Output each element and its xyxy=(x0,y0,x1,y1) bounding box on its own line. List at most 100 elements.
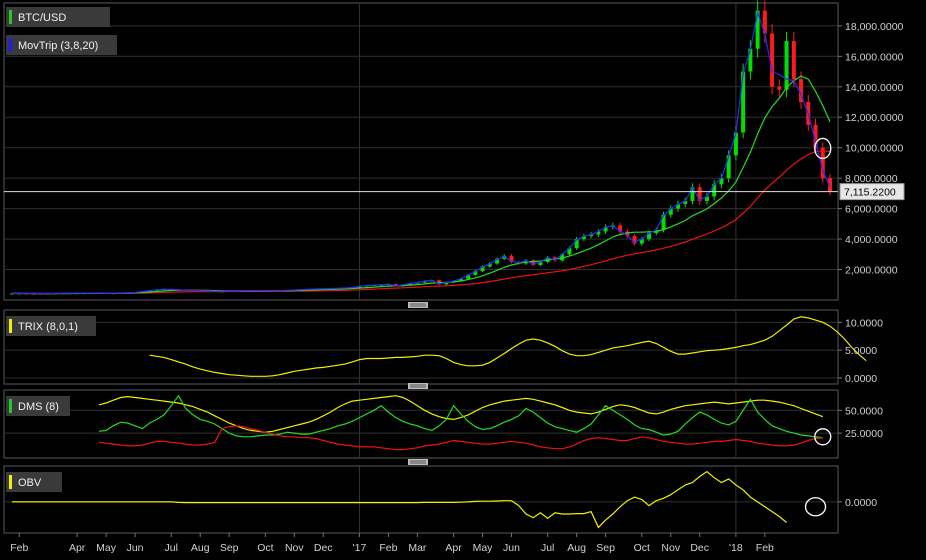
dms-line-2 xyxy=(98,394,823,439)
x-tick-label: Feb xyxy=(379,542,397,554)
candle xyxy=(618,225,623,232)
x-tick-label: Aug xyxy=(567,542,586,554)
price-marker-circle xyxy=(814,137,832,160)
candle xyxy=(712,184,717,197)
x-tick-label: Feb xyxy=(756,542,774,554)
candle xyxy=(748,48,753,72)
candle xyxy=(755,10,760,49)
x-tick-label: Jun xyxy=(503,542,520,554)
candle xyxy=(473,271,478,275)
candle xyxy=(596,231,601,235)
legend-btcusd-swatch xyxy=(9,10,12,24)
candle xyxy=(647,232,652,240)
candle xyxy=(799,79,804,102)
legend-obv-box[interactable] xyxy=(6,472,62,492)
x-tick-label: Oct xyxy=(257,542,273,554)
candle xyxy=(458,278,463,281)
candle xyxy=(480,266,485,272)
legend-btcusd-text: BTC/USD xyxy=(18,12,66,24)
candle xyxy=(560,254,565,261)
obv-marker-circle xyxy=(804,497,827,517)
dms-tick-label: 50.0000 xyxy=(845,405,883,417)
dms-line-1 xyxy=(98,395,824,433)
candle xyxy=(762,10,767,34)
candle xyxy=(770,33,775,87)
x-tick-label: Jul xyxy=(165,542,178,554)
candle xyxy=(502,255,507,259)
price-tick-label: 12,000.0000 xyxy=(845,112,904,124)
panel-frame-1 xyxy=(3,2,839,301)
obv-tick-label: 0.0000 xyxy=(845,497,877,509)
candle xyxy=(661,214,666,230)
candle xyxy=(784,41,789,90)
price-tick-label: 16,000.0000 xyxy=(845,51,904,63)
x-tick-label: '18 xyxy=(729,542,743,554)
panel-splitter-1[interactable] xyxy=(408,302,428,308)
legend-btcusd-box[interactable] xyxy=(6,7,110,27)
candle xyxy=(393,284,398,287)
candle xyxy=(697,187,702,201)
legend-dms-text: DMS (8) xyxy=(18,401,59,413)
ma-slow-line xyxy=(12,150,831,295)
legend-trix-box[interactable] xyxy=(6,316,96,336)
panel-splitter-2[interactable] xyxy=(408,383,428,389)
x-tick-label: Dec xyxy=(690,542,709,554)
dms-line-3 xyxy=(98,425,823,451)
panel-splitter-3[interactable] xyxy=(408,459,428,465)
ma-mid-line xyxy=(12,75,831,295)
price-tick-label: 18,000.0000 xyxy=(845,21,904,33)
candle xyxy=(820,147,825,179)
x-tick-label: May xyxy=(473,542,494,554)
x-tick-label: Apr xyxy=(69,542,86,554)
x-tick-label: Mar xyxy=(408,542,427,554)
legend-dms-box[interactable] xyxy=(6,396,70,416)
dms-marker-circle xyxy=(814,428,832,446)
candle xyxy=(531,260,536,265)
x-tick-label: Sep xyxy=(596,542,615,554)
candle xyxy=(777,86,782,90)
candle xyxy=(813,124,818,148)
price-tick-label: 14,000.0000 xyxy=(845,82,904,94)
price-tick-label: 10,000.0000 xyxy=(845,143,904,155)
legend-obv-swatch xyxy=(9,475,12,489)
candle xyxy=(567,248,572,255)
candle xyxy=(683,201,688,205)
candle xyxy=(589,234,594,237)
x-tick-label: May xyxy=(96,542,117,554)
panel-frame-2 xyxy=(3,309,839,385)
last-price-box xyxy=(839,183,905,201)
trix-line xyxy=(149,316,867,377)
candle xyxy=(408,283,413,285)
trix-tick-label: 0.0000 xyxy=(845,373,877,385)
candle xyxy=(625,231,630,237)
legend-trix-swatch xyxy=(9,319,12,333)
candle xyxy=(675,204,680,209)
candle xyxy=(791,41,796,80)
legend-movtrip-box[interactable] xyxy=(6,35,117,55)
candle xyxy=(422,280,427,283)
price-tick-label: 8,000.0000 xyxy=(845,173,898,185)
price-tick-label: 4,000.0000 xyxy=(845,234,898,246)
x-tick-label: Nov xyxy=(285,542,304,554)
x-tick-label: Aug xyxy=(191,542,210,554)
candle xyxy=(733,132,738,156)
candle xyxy=(574,239,579,249)
candle xyxy=(632,236,637,244)
legend-movtrip-swatch xyxy=(9,38,12,52)
candle xyxy=(603,226,608,232)
legend-trix-text: TRIX (8,0,1) xyxy=(18,321,78,333)
candle xyxy=(444,282,449,285)
candle xyxy=(828,178,832,192)
dms-tick-label: 25.0000 xyxy=(845,428,883,440)
candle xyxy=(690,187,695,201)
x-tick-label: Jul xyxy=(541,542,554,554)
x-tick-label: Dec xyxy=(314,542,333,554)
candle xyxy=(466,274,471,279)
candle xyxy=(741,71,746,133)
x-tick-label: Nov xyxy=(661,542,680,554)
last-price-label: 7,115.2200 xyxy=(844,187,896,199)
candle xyxy=(639,239,644,244)
price-tick-label: 2,000.0000 xyxy=(845,265,898,277)
candle xyxy=(487,263,492,267)
